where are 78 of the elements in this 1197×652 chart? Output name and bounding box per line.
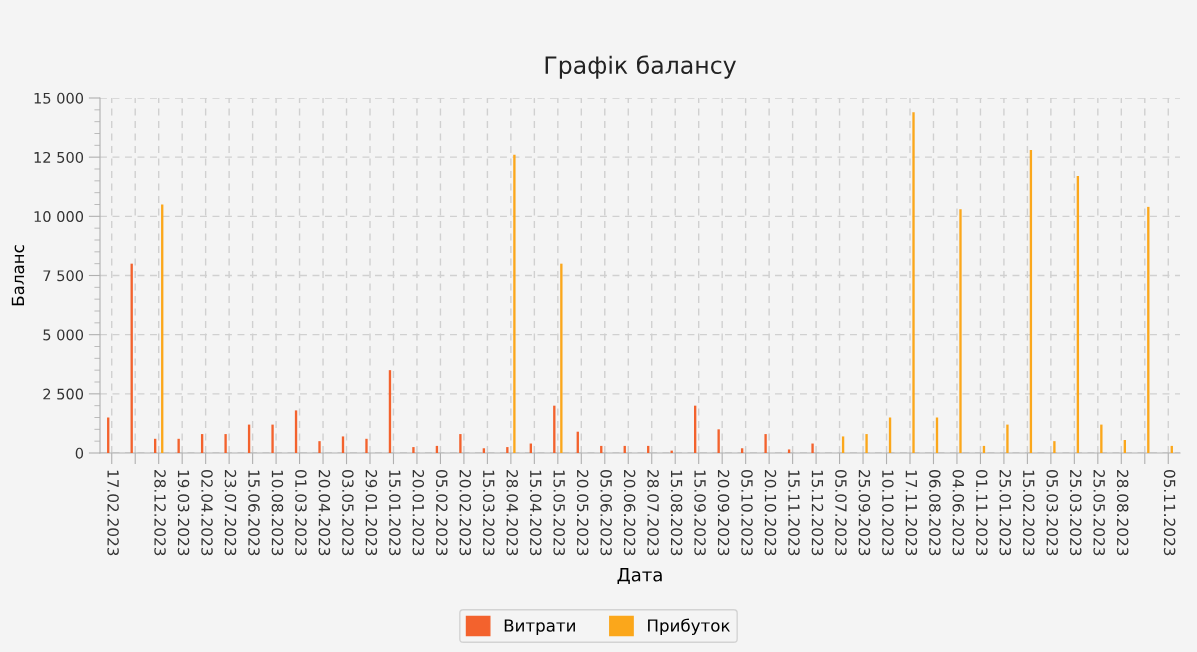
x-tick-label: 15.04.2023 <box>529 470 542 556</box>
y-tick-label: 5 000 <box>43 329 84 341</box>
bar <box>365 438 368 453</box>
bar <box>740 448 744 453</box>
y-axis-title: Баланс <box>11 245 25 306</box>
y-tick-label: 0 <box>75 447 84 459</box>
bar <box>865 434 868 453</box>
bar <box>318 441 321 453</box>
x-tick-label: 15.09.2023 <box>694 470 706 556</box>
x-tick-label: 25.03.2023 <box>1069 470 1082 556</box>
x-tick-label: 05.11.2023 <box>1163 469 1176 556</box>
x-tick-label: 05.03.2023 <box>1046 469 1058 556</box>
bar <box>764 434 767 453</box>
x-tick-label: 02.04.2023 <box>201 469 213 556</box>
y-tick-label: 10 000 <box>34 211 84 223</box>
y-tick-label: 15 000 <box>34 92 84 104</box>
bar <box>177 438 180 453</box>
bar <box>513 154 516 453</box>
x-tick-label: 03.05.2023 <box>342 469 354 556</box>
x-tick-label: 15.01.2023 <box>389 470 401 556</box>
x-tick-label: 19.03.2023 <box>177 470 190 556</box>
x-tick-label: 15.02.2023 <box>1022 470 1035 556</box>
bar <box>224 434 227 453</box>
bar <box>482 448 486 453</box>
bar <box>459 434 462 453</box>
legend-label: Прибуток <box>648 618 730 636</box>
x-tick-label: 20.06.2023 <box>623 470 636 556</box>
bar <box>787 449 791 453</box>
x-tick-label: 10.10.2023 <box>882 470 894 556</box>
bar <box>912 112 915 453</box>
x-tick-label: 28.04.2023 <box>506 470 518 556</box>
x-tick-label: 20.01.2023 <box>412 470 425 556</box>
x-tick-label: 15.11.2023 <box>788 470 800 556</box>
x-tick-label: 06.08.2023 <box>929 469 941 556</box>
legend-label: Витрати <box>504 619 575 636</box>
x-tick-label: 05.07.2023 <box>835 469 847 556</box>
x-tick-label: 20.10.2023 <box>764 470 777 556</box>
bar <box>412 447 415 453</box>
bar <box>811 443 814 453</box>
x-tick-label: 10.08.2023 <box>271 470 284 556</box>
x-tick-label: 20.05.2023 <box>576 470 589 556</box>
bar <box>959 209 962 453</box>
x-tick-label: 05.02.2023 <box>436 469 448 556</box>
bar <box>1006 424 1009 453</box>
bar <box>506 447 509 453</box>
y-tick-label: 7 500 <box>43 270 84 282</box>
x-axis-title: Дата <box>617 568 662 585</box>
bar <box>1100 424 1103 453</box>
y-tick-label: 2 500 <box>43 388 84 400</box>
x-tick-label: 25.05.2023 <box>1093 470 1105 556</box>
x-tick-label: 05.06.2023 <box>600 469 612 556</box>
x-tick-label: 15.06.2023 <box>248 470 260 556</box>
bar <box>560 263 563 453</box>
x-tick-label: 20.02.2023 <box>459 470 472 556</box>
x-tick-label: 25.09.2023 <box>858 470 871 556</box>
x-tick-label: 01.03.2023 <box>295 469 307 556</box>
x-tick-label: 01.11.2023 <box>976 469 988 556</box>
x-tick-label: 04.06.2023 <box>952 469 965 556</box>
x-tick-label: 20.09.2023 <box>717 470 730 556</box>
x-tick-label: 15.05.2023 <box>553 470 565 556</box>
chart-title: Графік балансу <box>545 55 736 79</box>
x-tick-label: 28.08.2023 <box>1116 470 1129 556</box>
x-tick-label: 28.07.2023 <box>647 470 659 556</box>
y-tick-label: 12 500 <box>34 151 84 163</box>
x-tick-label: 29.01.2023 <box>365 470 378 556</box>
x-tick-label: 17.02.2023 <box>107 470 119 556</box>
x-tick-label: 28.12.2023 <box>154 470 166 556</box>
x-tick-label: 25.01.2023 <box>999 470 1012 556</box>
x-tick-label: 15.03.2023 <box>482 470 495 556</box>
bar <box>1053 441 1056 453</box>
bar <box>271 424 274 453</box>
x-tick-label: 15.12.2023 <box>811 470 824 556</box>
x-tick-label: 15.08.2023 <box>670 470 683 556</box>
x-tick-label: 05.10.2023 <box>741 469 753 556</box>
x-tick-label: 17.11.2023 <box>905 470 918 556</box>
bar <box>717 429 720 453</box>
x-tick-label: 20.04.2023 <box>318 470 331 556</box>
x-tick-label: 23.07.2023 <box>224 470 237 556</box>
